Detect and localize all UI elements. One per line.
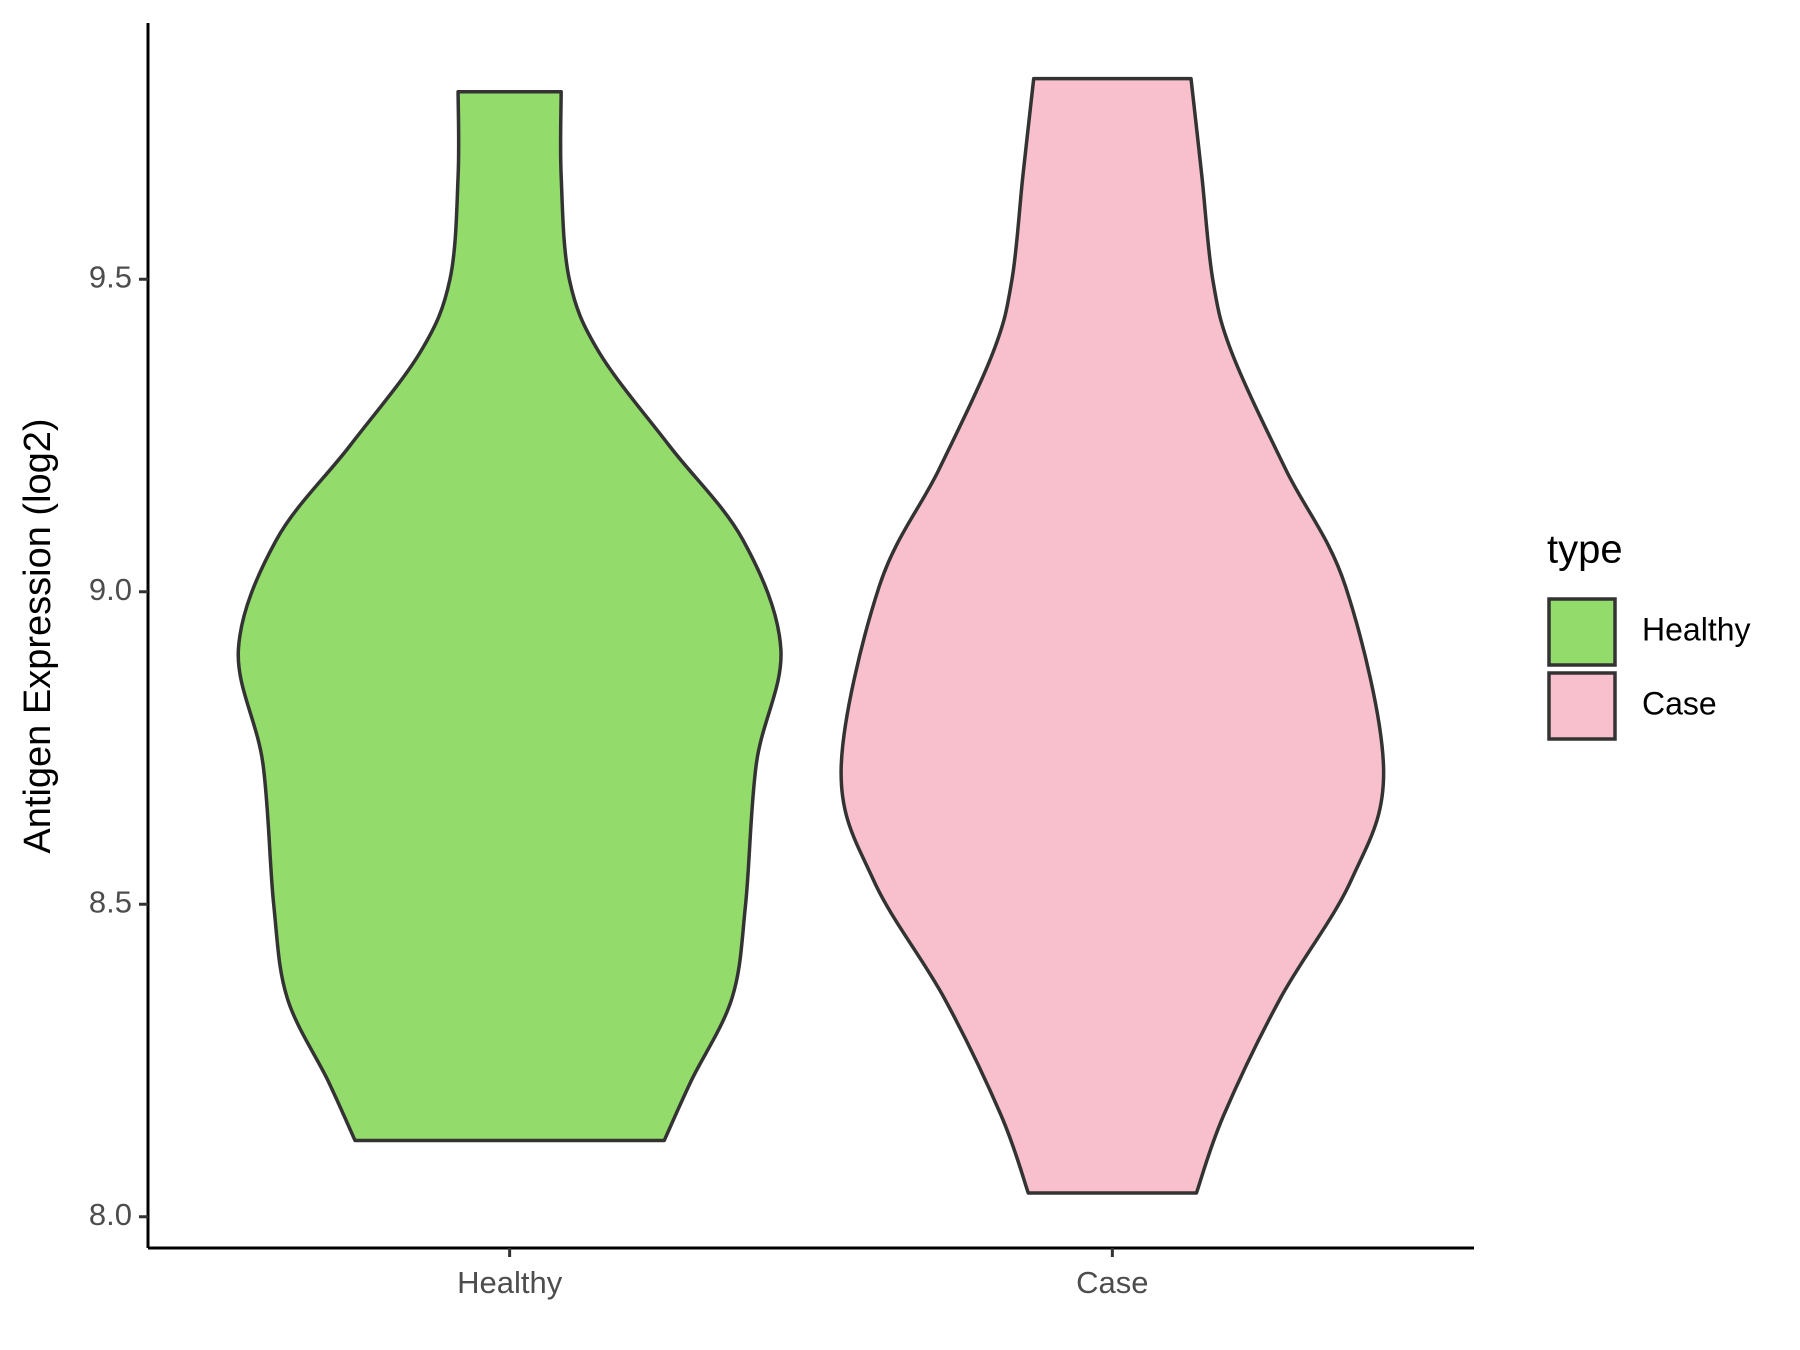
legend-key <box>1547 671 1617 741</box>
legend-title: type <box>1547 528 1623 572</box>
x-tick-label: Healthy <box>457 1265 563 1300</box>
y-axis-title: Antigen Expression (log2) <box>17 418 59 853</box>
violin <box>236 90 783 1143</box>
y-tick-label: 9.0 <box>89 572 132 607</box>
y-tick-label: 8.5 <box>89 884 132 919</box>
violin <box>839 76 1386 1195</box>
legend-key <box>1547 597 1617 667</box>
legend-label: Healthy <box>1642 611 1751 647</box>
legend-label: Case <box>1642 685 1717 721</box>
y-tick-label: 9.5 <box>89 259 132 294</box>
x-tick-label: Case <box>1076 1265 1148 1300</box>
y-tick-label: 8.0 <box>89 1197 132 1232</box>
